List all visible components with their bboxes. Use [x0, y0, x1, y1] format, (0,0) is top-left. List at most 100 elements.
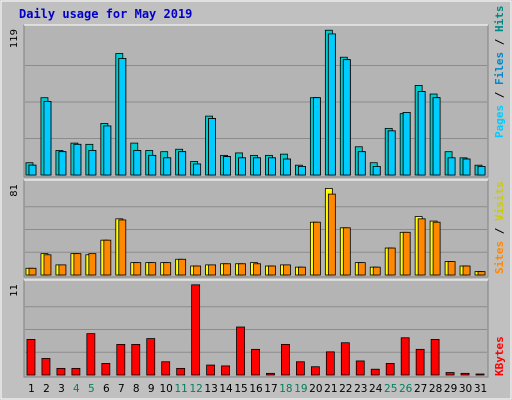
bar-pages-26: [402, 112, 411, 176]
bar-kbytes-13: [206, 364, 216, 376]
panel-bottom: 11: [9, 279, 489, 378]
bar-pages-19: [297, 166, 306, 176]
bar-sites-17: [268, 265, 276, 276]
bar-pages-24: [372, 166, 381, 176]
x-tick-label: 29: [444, 383, 457, 395]
bar-pages-28: [432, 97, 441, 176]
bar-pages-21: [327, 33, 336, 176]
y-max-label: 11: [9, 284, 20, 297]
x-tick-label: 22: [339, 383, 352, 395]
bar-sites-19: [297, 266, 306, 276]
bar-sites-23: [357, 262, 366, 276]
bar-sites-13: [208, 264, 217, 276]
bar-kbytes-9: [146, 338, 156, 376]
legend-visits-sites: Sites / Visits: [493, 181, 506, 274]
x-tick-label: 28: [429, 383, 442, 395]
bar-kbytes-30: [460, 372, 470, 376]
bar-pages-12: [193, 163, 202, 176]
bar-pages-20: [312, 97, 321, 176]
bar-pages-23: [357, 151, 366, 176]
legend-hits-files-pages: Pages / Files / Hits: [493, 6, 506, 139]
x-tick-label: 4: [73, 383, 80, 395]
bar-sites-12: [193, 265, 202, 276]
x-tick-label: 16: [249, 383, 263, 395]
bar-kbytes-1: [26, 339, 36, 376]
x-tick-label: 14: [219, 383, 233, 395]
bar-kbytes-7: [116, 343, 126, 376]
x-axis-labels: 1 2 3 4 5 6 7 8 9 10 11 12 13 14 15 16 17 18 19 20 21 22 23 24 2…: [28, 383, 487, 395]
bar-pages-8: [133, 150, 142, 176]
bar-kbytes-5: [86, 333, 96, 376]
bar-kbytes-10: [161, 361, 171, 376]
panel-top: 119: [9, 24, 489, 178]
bar-kbytes-12: [191, 284, 201, 376]
x-tick-label: 21: [324, 383, 337, 395]
y-max-label: 81: [9, 184, 20, 197]
bar-kbytes-20: [310, 366, 320, 376]
bar-sites-16: [253, 263, 261, 276]
bar-sites-28: [432, 221, 441, 276]
bar-kbytes-6: [101, 363, 111, 376]
bar-pages-11: [178, 151, 187, 176]
bar-pages-5: [88, 150, 97, 176]
x-tick-label: 23: [354, 383, 367, 395]
x-tick-label: 30: [459, 383, 472, 395]
bar-pages-31: [477, 166, 486, 176]
bar-sites-30: [462, 265, 471, 276]
bar-sites-2: [43, 254, 52, 276]
bar-pages-27: [417, 91, 426, 176]
x-tick-label: 24: [369, 383, 383, 395]
x-tick-label: 27: [414, 383, 427, 395]
bar-kbytes-4: [71, 367, 81, 376]
bar-kbytes-15: [236, 326, 245, 376]
bar-kbytes-28: [430, 339, 440, 376]
bar-sites-26: [402, 231, 411, 276]
bar-sites-1: [28, 267, 37, 276]
x-tick-label: 2: [43, 383, 50, 395]
panel-middle: 81: [9, 179, 489, 278]
x-tick-label: 18: [279, 383, 292, 395]
x-tick-label: 20: [309, 383, 322, 395]
bar-kbytes-22: [340, 342, 350, 376]
bar-sites-20: [312, 221, 321, 276]
x-tick-label: 17: [264, 383, 277, 395]
bar-kbytes-11: [176, 367, 186, 376]
bar-sites-11: [178, 258, 187, 276]
bar-sites-9: [148, 262, 157, 276]
bar-kbytes-24: [370, 368, 380, 376]
x-tick-label: 10: [160, 383, 173, 395]
bar-pages-15: [238, 157, 246, 176]
bar-pages-13: [208, 118, 217, 176]
x-tick-label: 8: [133, 383, 140, 395]
x-tick-label: 11: [174, 383, 187, 395]
bar-pages-1: [28, 164, 37, 176]
bar-kbytes-27: [415, 348, 425, 376]
bar-pages-7: [118, 58, 127, 176]
bar-pages-3: [58, 151, 67, 176]
bar-sites-3: [58, 264, 67, 276]
x-tick-label: 9: [148, 383, 155, 395]
bar-pages-22: [342, 59, 351, 176]
x-tick-label: 7: [118, 383, 125, 395]
bar-sites-27: [417, 218, 426, 276]
x-tick-label: 13: [204, 383, 217, 395]
bar-pages-25: [387, 130, 396, 176]
bar-pages-10: [163, 157, 172, 176]
bar-kbytes-26: [400, 337, 410, 376]
bar-pages-2: [43, 100, 52, 176]
bar-kbytes-29: [445, 372, 455, 376]
y-max-label: 119: [9, 29, 20, 48]
bar-kbytes-31: [475, 373, 485, 376]
bar-kbytes-23: [355, 360, 365, 376]
chart-panels: 119 81 11: [9, 24, 489, 378]
bar-kbytes-25: [385, 363, 395, 376]
bar-sites-29: [447, 261, 456, 276]
bar-kbytes-21: [325, 351, 335, 376]
x-tick-label: 5: [88, 383, 95, 395]
bar-kbytes-3: [56, 367, 66, 376]
bar-pages-16: [253, 157, 261, 176]
bar-kbytes-2: [41, 358, 51, 376]
bar-sites-5: [88, 253, 97, 276]
bar-pages-14: [223, 156, 231, 176]
